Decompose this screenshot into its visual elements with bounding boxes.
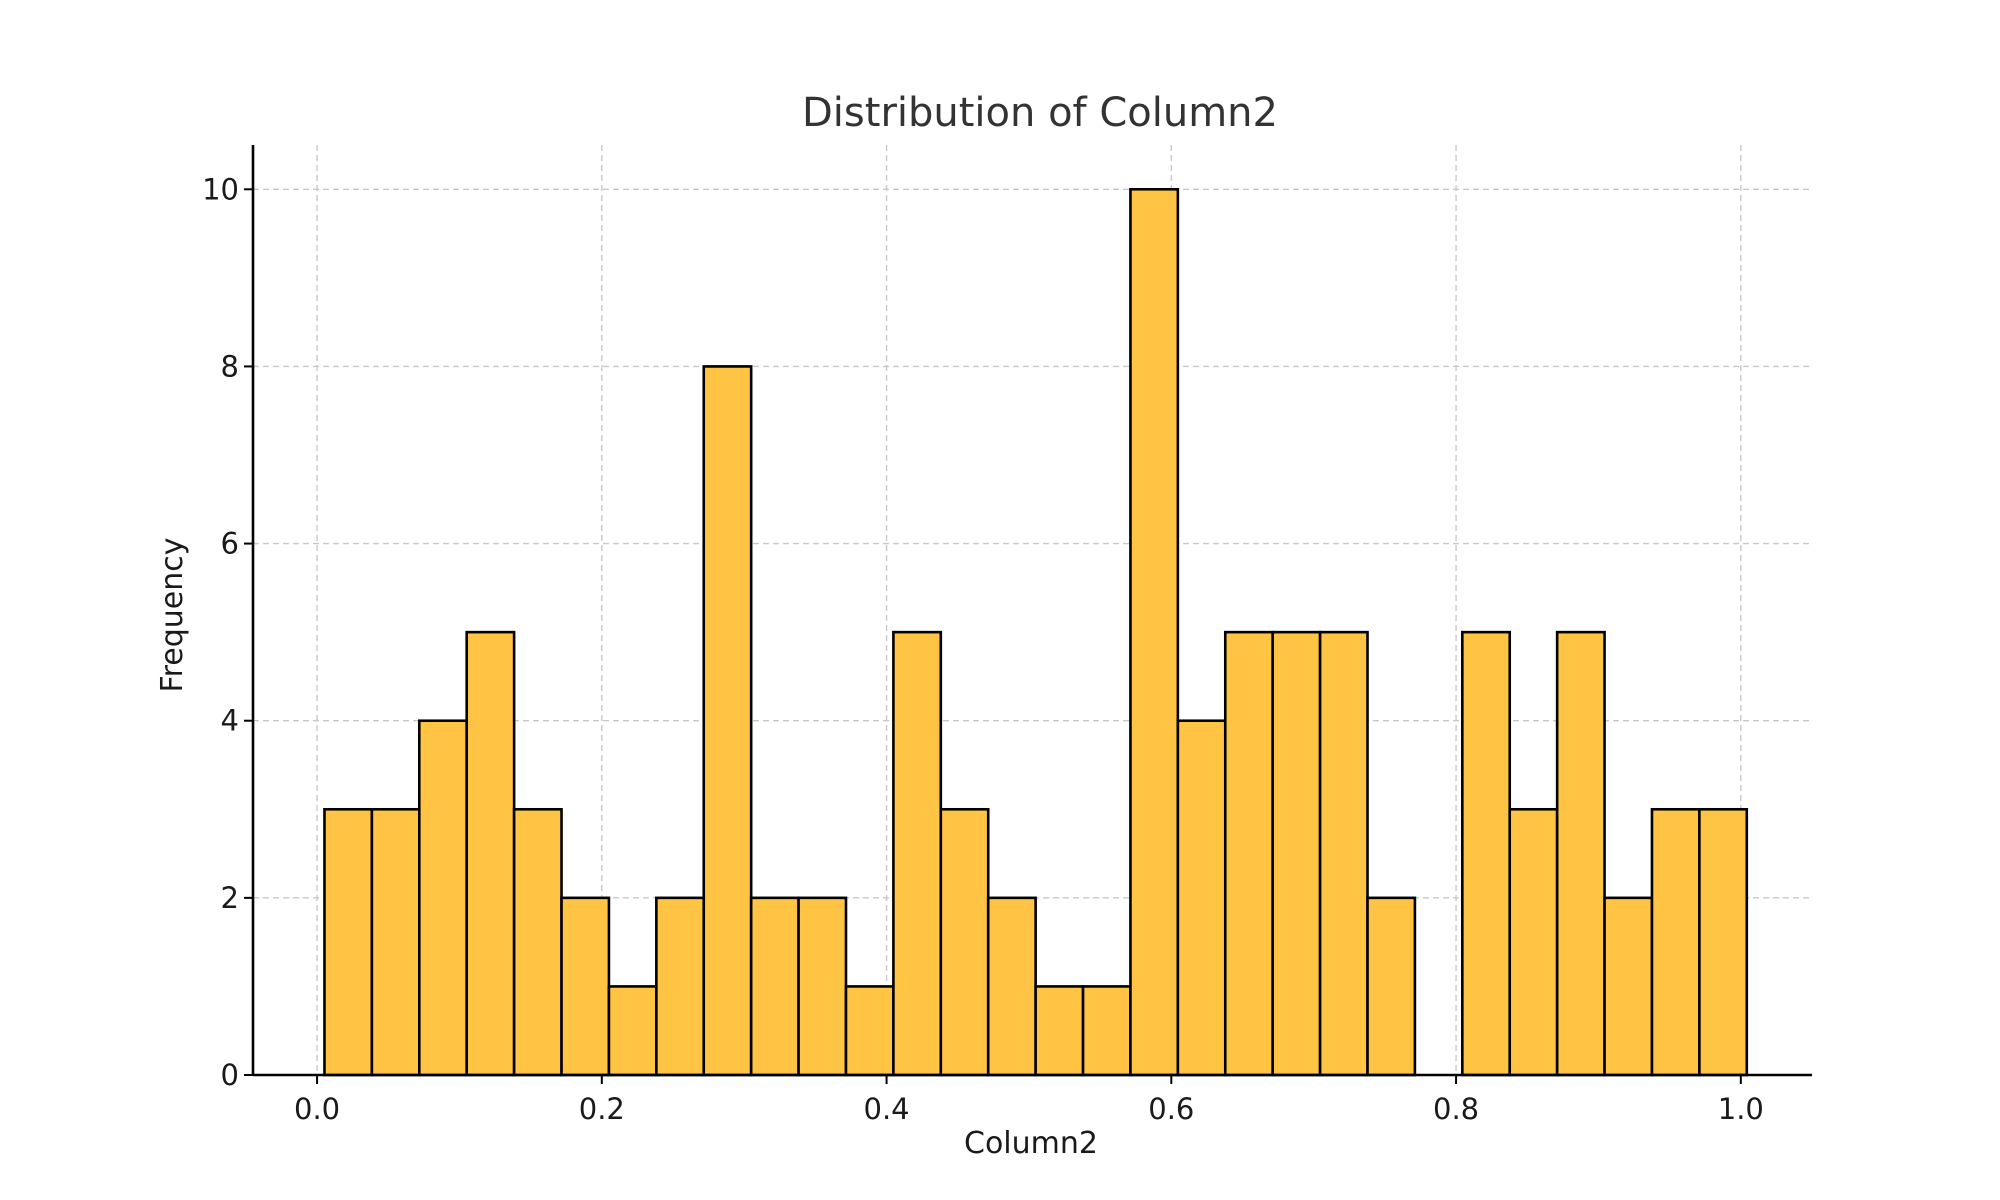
axes: [244, 145, 1812, 1084]
x-tick-label-5: 1.0: [1718, 1092, 1764, 1126]
x-tick-label-2: 0.4: [864, 1092, 910, 1126]
histogram-bar-16: [1081, 985, 1132, 1077]
histogram-bar-28: [1650, 807, 1701, 1077]
histogram-bar-29: [1698, 807, 1749, 1077]
x-tick-label-4: 0.8: [1433, 1092, 1479, 1126]
x-tick-label-0: 0.0: [294, 1092, 340, 1126]
histogram-bar-20: [1271, 630, 1322, 1077]
histogram-bar-0: [323, 807, 374, 1077]
histogram-bar-6: [607, 985, 658, 1077]
histogram-bar-22: [1366, 896, 1417, 1077]
histogram-bar-14: [986, 896, 1037, 1077]
histogram-bar-18: [1176, 719, 1227, 1077]
histogram-bar-8: [702, 365, 753, 1077]
histogram-bar-24: [1461, 630, 1512, 1077]
histogram-bar-21: [1318, 630, 1369, 1077]
histogram-bar-11: [844, 985, 895, 1077]
histogram-bar-4: [512, 807, 563, 1077]
histogram-bar-2: [417, 719, 469, 1077]
histogram-bar-13: [939, 807, 990, 1077]
x-tick-label-1: 0.2: [579, 1092, 625, 1126]
y-tick-label-1: 2: [221, 881, 239, 915]
histogram-bar-26: [1555, 630, 1606, 1077]
y-tick-label-4: 8: [221, 349, 239, 383]
histogram-bar-9: [749, 896, 800, 1077]
histogram-bar-12: [892, 630, 943, 1077]
tick-labels: 0.0 0.2 0.4 0.6 0.8 1.0 0 2 4 6 8 10: [202, 172, 1764, 1126]
y-tick-label-5: 10: [202, 172, 239, 206]
y-tick-label-3: 6: [221, 527, 239, 561]
x-tick-label-3: 0.6: [1148, 1092, 1194, 1126]
x-axis-label: Column2: [964, 1126, 1098, 1161]
y-tick-label-0: 0: [221, 1058, 239, 1092]
histogram-bar-5: [560, 896, 611, 1077]
histogram-bar-19: [1223, 630, 1274, 1077]
histogram-bars: [323, 187, 1749, 1077]
histogram-bar-7: [655, 896, 706, 1077]
histogram-bar-27: [1603, 896, 1654, 1077]
histogram-bar-1: [370, 807, 421, 1077]
histogram-bar-15: [1034, 985, 1085, 1077]
chart-title: Distribution of Column2: [802, 90, 1278, 136]
y-tick-label-2: 4: [221, 704, 239, 738]
histogram-bar-17: [1129, 187, 1180, 1077]
histogram-bar-3: [465, 630, 516, 1077]
histogram-bar-10: [797, 896, 848, 1077]
histogram-bar-25: [1508, 807, 1559, 1077]
y-axis-label: Frequency: [155, 538, 190, 693]
